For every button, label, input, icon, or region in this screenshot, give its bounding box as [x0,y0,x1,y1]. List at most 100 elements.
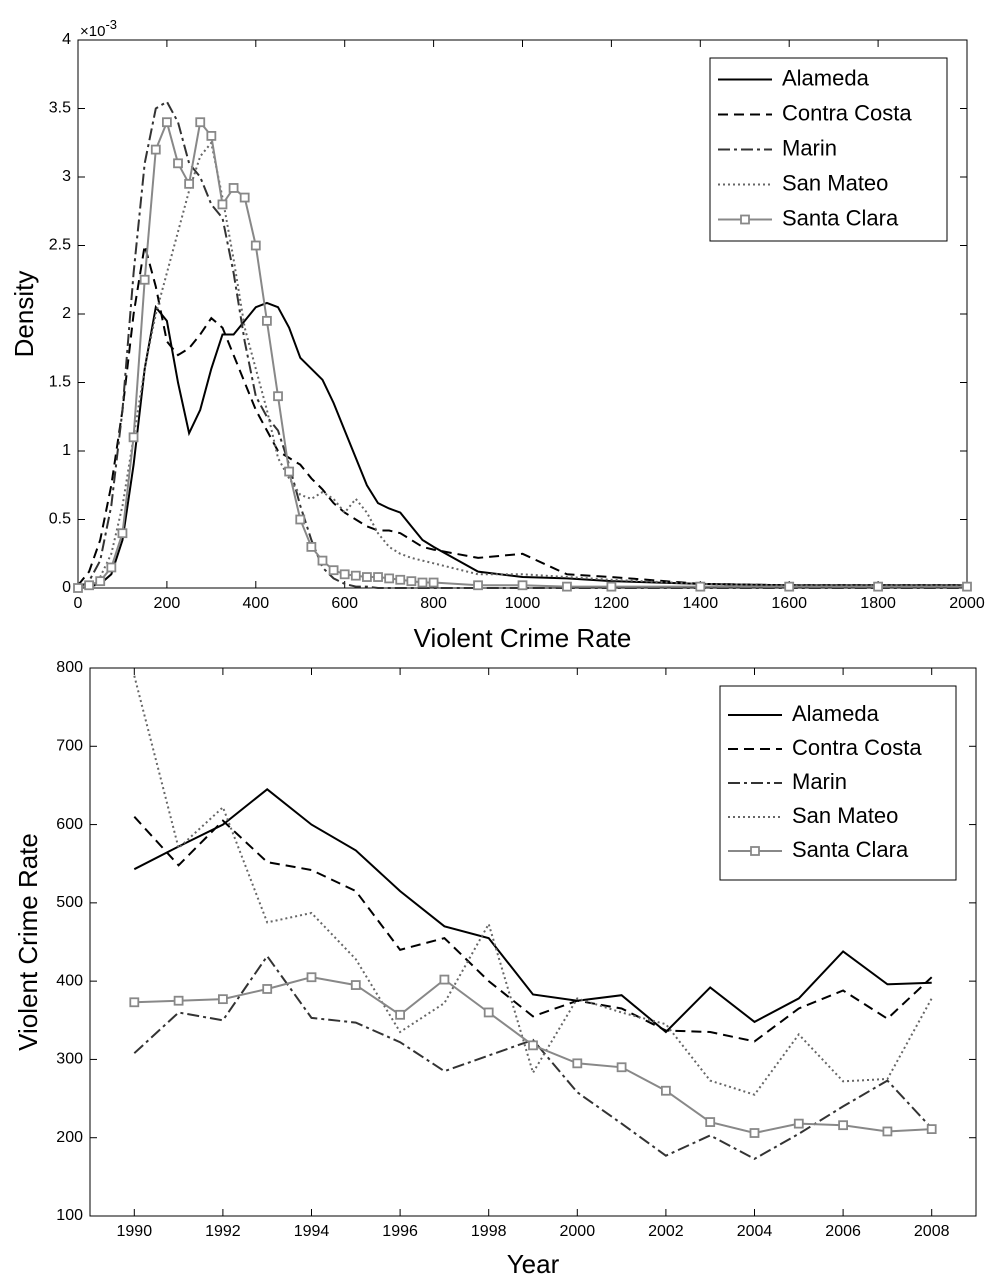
x-tick-label: 800 [420,595,447,612]
y-tick-label: 3 [62,168,71,185]
marker [661,1085,671,1096]
marker [873,581,883,592]
x-tick-label: 1996 [382,1223,418,1240]
marker [217,994,228,1005]
marker [749,1128,760,1138]
y-tick-label: 4 [62,31,71,48]
y-tick-label: 2 [62,305,71,322]
marker [328,565,339,576]
x-tick-label: 1000 [505,595,541,612]
y-tick-label: 400 [56,972,83,989]
marker [173,995,184,1006]
legend-label: Contra Costa [792,735,922,760]
marker [184,178,195,189]
marker [217,199,228,210]
x-tick-label: 1800 [860,595,896,612]
marker [428,577,439,588]
marker [317,555,328,566]
marker [262,984,273,994]
series-line [133,675,933,1096]
marker [250,240,261,251]
y-tick-label: 200 [56,1129,83,1146]
y-tick-label: 3.5 [49,100,71,117]
legend-label: Alameda [792,701,880,726]
x-axis-label: Violent Crime Rate [414,623,632,653]
marker [306,542,317,552]
y-tick-label: 2.5 [49,237,71,254]
legend-label: Alameda [782,65,870,90]
x-tick-label: 400 [242,595,269,612]
y-tick-label: 1 [62,442,71,459]
marker [228,183,239,193]
x-axis-label: Year [507,1249,560,1277]
y-tick-label: 1.5 [49,374,71,391]
marker [695,581,706,592]
legend-label: Marin [782,135,837,160]
marker [273,391,283,402]
marker [784,581,795,592]
legend-label: Contra Costa [782,100,912,125]
marker [384,573,395,584]
y-tick-label: 300 [56,1051,83,1068]
multiplier-exponent: -3 [105,17,117,32]
legend-label: San Mateo [782,170,888,195]
marker [295,514,306,525]
legend-marker [740,214,750,225]
x-tick-label: 1998 [471,1223,507,1240]
marker [528,1040,538,1051]
series-line [77,100,967,589]
legend-label: San Mateo [792,803,898,828]
marker [606,581,617,592]
legend-label: Santa Clara [792,837,909,862]
series-line [77,140,967,589]
marker [517,580,528,591]
series-line [133,954,933,1161]
legend-marker [750,846,760,856]
marker [129,997,140,1008]
marker [793,1118,804,1129]
marker [284,466,295,477]
marker [395,574,406,585]
marker [395,1009,406,1020]
x-tick-label: 2002 [648,1223,684,1240]
marker [150,144,161,155]
legend-label: Marin [792,769,847,794]
marker [161,117,172,128]
x-tick-label: 2004 [737,1223,773,1240]
x-tick-label: 1400 [683,595,719,612]
marker [106,562,117,573]
marker [95,576,106,587]
marker [339,569,350,580]
marker [838,1120,848,1131]
y-tick-label: 100 [56,1207,83,1224]
y-tick-label: 700 [56,738,83,755]
marker [362,572,372,582]
marker [406,576,417,587]
marker [417,577,428,588]
x-tick-label: 1994 [294,1223,330,1240]
series-line [133,816,933,1043]
y-multiplier: ×10-3 [80,17,117,40]
marker [73,583,83,593]
y-tick-label: 0 [62,579,71,596]
marker [572,1058,583,1069]
y-tick-label: 800 [56,659,83,676]
marker [173,158,183,169]
multiplier-base: ×10 [80,23,105,40]
marker [306,972,317,983]
x-tick-label: 1992 [205,1223,241,1240]
marker [239,192,250,203]
y-tick-label: 500 [56,894,83,911]
marker [439,974,450,985]
marker [882,1126,893,1137]
marker [705,1117,716,1127]
marker [926,1124,937,1135]
marker [128,432,139,443]
marker [616,1062,627,1073]
x-tick-label: 0 [74,595,83,612]
x-tick-label: 600 [331,595,358,612]
marker [562,581,572,592]
y-axis-label: Violent Crime Rate [13,833,43,1051]
